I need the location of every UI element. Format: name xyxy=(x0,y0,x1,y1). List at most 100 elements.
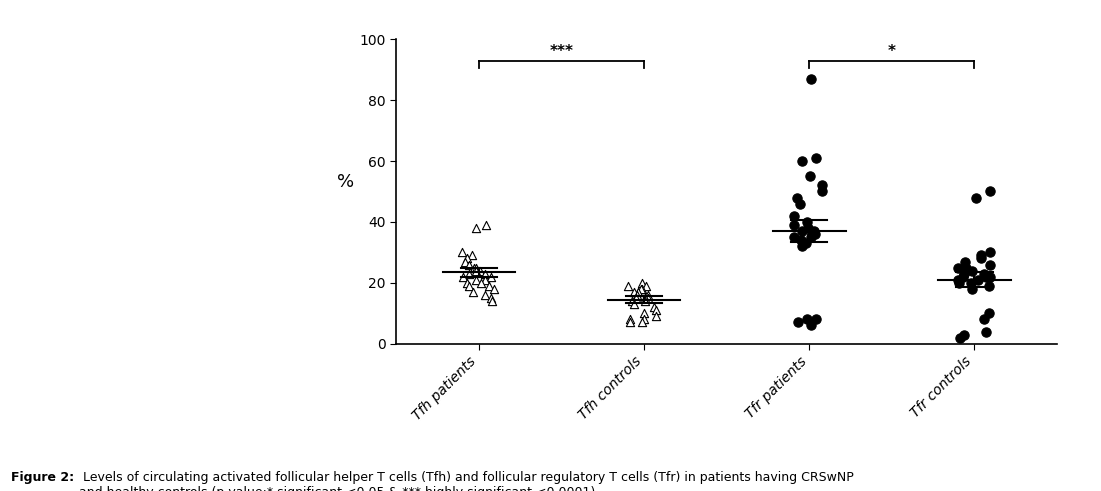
Point xyxy=(805,227,822,235)
Point xyxy=(958,264,975,272)
Y-axis label: %: % xyxy=(337,173,355,191)
Point xyxy=(963,285,981,293)
Point xyxy=(785,221,803,229)
Point xyxy=(635,315,653,323)
Text: ***: *** xyxy=(549,44,574,59)
Point xyxy=(468,276,486,284)
Point xyxy=(814,182,831,190)
Point xyxy=(635,309,653,317)
Point xyxy=(621,319,639,327)
Point xyxy=(468,224,486,232)
Point xyxy=(793,227,810,235)
Point xyxy=(786,212,804,220)
Point xyxy=(799,224,817,232)
Point xyxy=(972,251,990,259)
Point xyxy=(482,294,500,302)
Text: Figure 2:: Figure 2: xyxy=(11,471,74,484)
Point xyxy=(633,279,651,287)
Text: Levels of circulating activated follicular helper T cells (Tfh) and follicular r: Levels of circulating activated follicul… xyxy=(79,471,854,491)
Point xyxy=(628,294,645,302)
Point xyxy=(785,233,803,241)
Point xyxy=(629,291,646,299)
Point xyxy=(803,75,820,83)
Point xyxy=(956,258,973,266)
Point xyxy=(640,294,657,302)
Point xyxy=(981,248,999,256)
Point xyxy=(962,279,980,287)
Point xyxy=(476,276,493,284)
Point xyxy=(981,282,999,290)
Point xyxy=(797,239,815,247)
Point xyxy=(798,218,816,226)
Point xyxy=(794,243,811,250)
Point xyxy=(980,309,998,317)
Point xyxy=(457,258,475,266)
Point xyxy=(472,279,490,287)
Point xyxy=(967,193,984,201)
Point xyxy=(800,172,818,180)
Point xyxy=(477,270,494,277)
Point xyxy=(803,233,820,241)
Point xyxy=(471,267,489,274)
Point xyxy=(804,230,821,238)
Point xyxy=(478,221,495,229)
Point xyxy=(949,264,967,272)
Point xyxy=(794,157,811,165)
Point xyxy=(458,279,476,287)
Point xyxy=(981,261,999,269)
Point xyxy=(955,273,972,281)
Point xyxy=(480,282,498,290)
Point xyxy=(621,315,639,323)
Point xyxy=(789,319,807,327)
Point xyxy=(974,270,992,277)
Point xyxy=(963,267,981,274)
Point xyxy=(464,288,481,296)
Point xyxy=(633,285,651,293)
Point xyxy=(798,315,816,323)
Point xyxy=(464,251,481,259)
Point xyxy=(788,193,806,201)
Point xyxy=(477,291,494,299)
Point xyxy=(791,200,808,208)
Point xyxy=(806,230,824,238)
Point xyxy=(620,282,637,290)
Point xyxy=(955,330,972,338)
Point xyxy=(807,315,825,323)
Point xyxy=(636,282,654,290)
Point xyxy=(793,236,810,244)
Point xyxy=(630,288,647,296)
Point xyxy=(467,264,484,272)
Point xyxy=(482,273,500,281)
Point xyxy=(625,300,643,308)
Point xyxy=(645,303,663,311)
Point xyxy=(458,254,476,262)
Point xyxy=(486,285,503,293)
Point xyxy=(802,322,819,329)
Point xyxy=(625,288,643,296)
Point xyxy=(460,270,478,277)
Point xyxy=(978,327,995,335)
Point xyxy=(640,291,657,299)
Point xyxy=(646,312,664,320)
Point xyxy=(635,297,653,305)
Point xyxy=(460,282,478,290)
Point xyxy=(972,254,990,262)
Point xyxy=(633,285,651,293)
Point xyxy=(975,315,993,323)
Point xyxy=(950,279,968,287)
Point xyxy=(633,319,651,327)
Point xyxy=(623,297,641,305)
Text: *: * xyxy=(887,44,896,59)
Point xyxy=(949,276,967,284)
Point xyxy=(647,306,665,314)
Point xyxy=(978,273,995,281)
Point xyxy=(454,248,471,256)
Point xyxy=(460,261,478,269)
Point xyxy=(483,297,501,305)
Point xyxy=(465,264,482,272)
Point xyxy=(981,188,999,195)
Point xyxy=(636,294,654,302)
Point xyxy=(455,273,472,281)
Point xyxy=(468,267,486,274)
Point xyxy=(956,270,973,277)
